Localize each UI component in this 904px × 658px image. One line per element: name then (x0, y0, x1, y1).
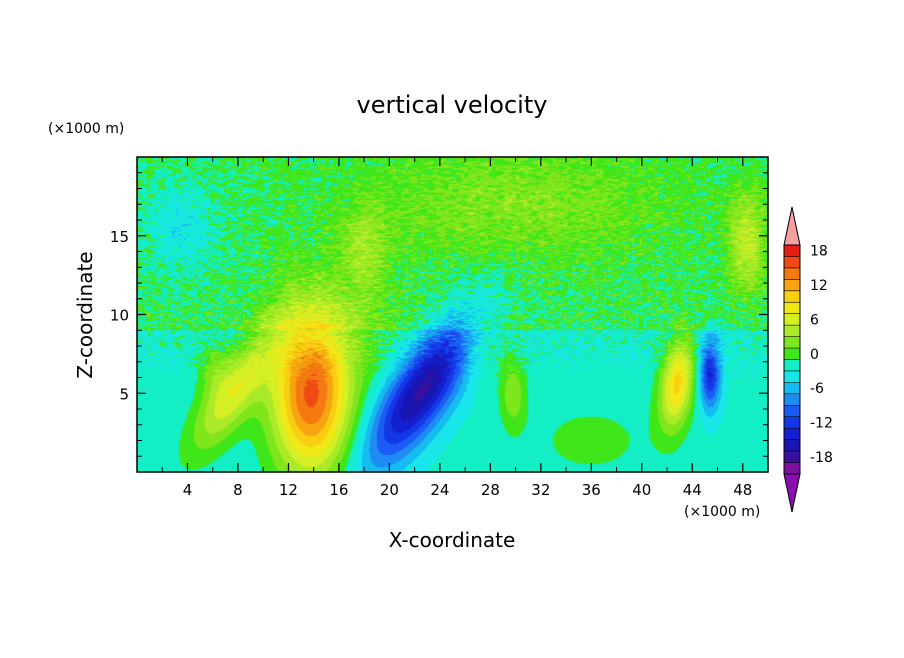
colorbar-bin (784, 359, 800, 372)
colorbar-bin (784, 313, 800, 326)
colorbar-bin (784, 416, 800, 429)
colorbar-bin (784, 451, 800, 464)
x-tick-label: 48 (733, 481, 752, 499)
colorbar-bin (784, 245, 800, 257)
colorbar-bin (784, 348, 800, 360)
y-unit-label: (×1000 m) (48, 121, 124, 137)
x-tick-label: 40 (632, 481, 651, 499)
colorbar-bin (784, 382, 800, 395)
colorbar-tick-label: 0 (810, 347, 819, 363)
y-axis-label: Z-coordinate (73, 251, 97, 378)
colorbar-bin (784, 405, 800, 418)
colorbar-tick-label: -12 (810, 415, 833, 431)
colorbar-tick-label: 12 (810, 278, 828, 294)
x-tick-label: 20 (380, 481, 399, 499)
y-tick-label: 10 (110, 307, 129, 325)
colorbar-bin (784, 256, 800, 269)
colorbar-bin (784, 279, 800, 292)
colorbar: 18 12 6 0 -6 -12 -18 (783, 206, 833, 513)
colorbar-bin (784, 267, 800, 280)
colorbar-tick-label: 18 (810, 244, 828, 260)
x-tick-label: 36 (582, 481, 601, 499)
x-tick-label: 8 (233, 481, 243, 499)
colorbar-bin (784, 325, 800, 338)
colorbar-extend-low (783, 473, 801, 513)
colorbar-bin (784, 428, 800, 441)
colorbar-tick-label: -6 (810, 381, 824, 397)
x-unit-label: (×1000 m) (684, 504, 760, 520)
x-tick-label: 4 (183, 481, 193, 499)
velocity-field-raster (137, 157, 768, 472)
y-tick-label: 5 (119, 385, 129, 403)
colorbar-bin (784, 462, 800, 475)
x-tick-label: 12 (279, 481, 298, 499)
y-tick-label: 15 (110, 228, 129, 246)
x-tick-label: 24 (430, 481, 449, 499)
x-axis-label: X-coordinate (389, 528, 516, 552)
colorbar-tick-label: 6 (810, 312, 819, 328)
colorbar-bin (784, 302, 800, 315)
chart-title: vertical velocity (357, 91, 548, 119)
colorbar-bin (784, 290, 800, 303)
plot-area (136, 156, 769, 473)
x-tick-label: 28 (481, 481, 500, 499)
colorbar-tick-label: -18 (810, 450, 833, 466)
x-tick-label: 16 (329, 481, 348, 499)
colorbar-bin (784, 393, 800, 406)
colorbar-bin (784, 370, 800, 383)
x-tick-label: 44 (683, 481, 702, 499)
colorbar-bin (784, 439, 800, 452)
x-tick-label: 32 (531, 481, 550, 499)
colorbar-extend-high (783, 206, 801, 246)
colorbar-bin (784, 336, 800, 349)
